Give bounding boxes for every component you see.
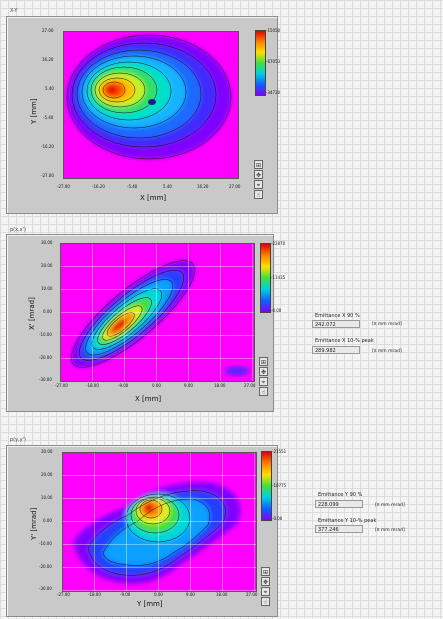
- yyp-x-tick: 18.00: [216, 592, 228, 597]
- section-title-xxp: p(x,x'): [10, 227, 26, 233]
- xy-graph-palette: ⊞ ✥ ⌖ ☝: [254, 160, 265, 200]
- xxp-y-tick: -30.00: [39, 377, 52, 382]
- xy-colorbar-tick: -67053: [266, 59, 281, 64]
- emittance-y-peak-value: 377.246: [315, 525, 363, 533]
- emittance-y-peak-unit: [π mm mrad]: [375, 528, 405, 533]
- yyp-x-tick: -27.00: [57, 592, 70, 597]
- yyp-colorbar: [261, 451, 272, 521]
- xxp-density-plot[interactable]: [60, 243, 255, 382]
- xxp-x-tick: -27.00: [55, 383, 68, 388]
- emittance-x-90-label: Emittance X 90 %: [315, 313, 360, 319]
- xy-colorbar-tick: -34720: [266, 90, 281, 95]
- yyp-y-tick: 0.00: [43, 518, 52, 523]
- zoom-icon[interactable]: ⊞: [259, 357, 268, 366]
- xxp-x-tick: -9.00: [118, 383, 129, 388]
- yyp-colorbar-tick: -21551: [272, 449, 287, 454]
- xy-colorbar-tick: -15050: [266, 28, 281, 33]
- xy-x-axis-label: X [mm]: [140, 194, 167, 202]
- yyp-density-plot[interactable]: [62, 452, 257, 592]
- xy-x-tick: 5.40: [163, 184, 172, 189]
- xy-colorbar: [255, 30, 266, 96]
- hand-icon[interactable]: ☝: [261, 597, 270, 606]
- zoom-icon[interactable]: ⊞: [261, 567, 270, 576]
- emittance-x-90-value: 242.072: [312, 320, 360, 328]
- xxp-y-tick: 20.00: [41, 263, 53, 268]
- xy-y-tick: 27.00: [42, 28, 54, 33]
- hand-icon[interactable]: ☝: [254, 190, 263, 199]
- pan-icon[interactable]: ✥: [261, 577, 270, 586]
- xxp-x-tick: -18.00: [86, 383, 99, 388]
- pan-icon[interactable]: ✥: [254, 170, 263, 179]
- emittance-y-90-label: Emittance Y 90 %: [318, 492, 363, 498]
- emittance-x-peak-label: Emittance X 10-% peak: [315, 338, 374, 344]
- xxp-colorbar-tick: -0.00: [271, 308, 282, 313]
- hand-icon[interactable]: ☝: [259, 387, 268, 396]
- xy-y-tick: -27.00: [41, 173, 54, 178]
- xy-y-tick: -16.20: [41, 144, 54, 149]
- cursor-icon[interactable]: ⌖: [259, 377, 268, 386]
- xxp-y-tick: 0.00: [43, 309, 52, 314]
- yyp-colorbar-tick: -10775: [272, 483, 287, 488]
- yyp-x-tick: -18.00: [88, 592, 101, 597]
- yyp-x-tick: 9.00: [186, 592, 195, 597]
- xy-y-axis-label: Y [mm]: [30, 98, 38, 124]
- yyp-y-axis-label: Y' [mrad]: [30, 507, 38, 540]
- yyp-x-tick: 0.00: [154, 592, 163, 597]
- xxp-y-tick: 30.00: [41, 240, 53, 245]
- xy-x-tick: -5.40: [127, 184, 138, 189]
- emittance-y-90-unit: [π mm mrad]: [375, 503, 405, 508]
- xy-y-tick: 16.20: [42, 57, 54, 62]
- yyp-y-tick: -10.00: [39, 541, 52, 546]
- xxp-x-tick: 27.00: [244, 383, 256, 388]
- xxp-colorbar-tick: -22870: [271, 241, 286, 246]
- yyp-y-tick: -30.00: [39, 586, 52, 591]
- xy-y-tick: 5.40: [45, 86, 54, 91]
- yyp-y-tick: 30.00: [41, 449, 53, 454]
- xxp-y-tick: -10.00: [39, 332, 52, 337]
- pan-icon[interactable]: ✥: [259, 367, 268, 376]
- xy-x-tick: -16.20: [92, 184, 105, 189]
- emittance-x-90-unit: [π mm mrad]: [372, 322, 402, 327]
- yyp-colorbar-tick: -0.00: [272, 516, 283, 521]
- section-title-xy: X-Y: [10, 8, 18, 14]
- xy-x-tick: 27.00: [229, 184, 241, 189]
- yyp-y-tick: -20.00: [39, 564, 52, 569]
- cursor-icon[interactable]: ⌖: [261, 587, 270, 596]
- xxp-x-tick: 9.00: [184, 383, 193, 388]
- yyp-graph-palette: ⊞ ✥ ⌖ ☝: [261, 567, 272, 607]
- xy-density-plot[interactable]: [63, 31, 239, 179]
- yyp-y-tick: 20.00: [41, 472, 53, 477]
- emittance-y-peak-label: Emittance Y 10-% peak: [318, 518, 377, 524]
- xxp-x-tick: 18.00: [214, 383, 226, 388]
- xy-x-tick: -27.00: [57, 184, 70, 189]
- xxp-graph-palette: ⊞ ✥ ⌖ ☝: [259, 357, 270, 397]
- xxp-colorbar-tick: -11435: [271, 275, 286, 280]
- xy-y-tick: -5.40: [43, 115, 54, 120]
- section-title-yyp: p(y,y'): [10, 437, 26, 443]
- emittance-x-peak-value: 289.982: [312, 346, 360, 354]
- xxp-colorbar: [260, 243, 271, 313]
- yyp-y-tick: 10.00: [41, 495, 53, 500]
- yyp-x-axis-label: Y [mm]: [137, 600, 163, 608]
- xxp-y-tick: 10.00: [41, 286, 53, 291]
- xxp-x-axis-label: X [mm]: [135, 395, 162, 403]
- emittance-y-90-value: 228.099: [315, 500, 363, 508]
- emittance-x-peak-unit: [π mm mrad]: [372, 349, 402, 354]
- xxp-x-tick: 0.00: [152, 383, 161, 388]
- yyp-x-tick: -9.00: [120, 592, 131, 597]
- xxp-y-tick: -20.00: [39, 355, 52, 360]
- xy-x-tick: 16.20: [197, 184, 209, 189]
- xxp-y-axis-label: X' [mrad]: [28, 297, 36, 330]
- cursor-icon[interactable]: ⌖: [254, 180, 263, 189]
- yyp-x-tick: 27.00: [246, 592, 258, 597]
- zoom-icon[interactable]: ⊞: [254, 160, 263, 169]
